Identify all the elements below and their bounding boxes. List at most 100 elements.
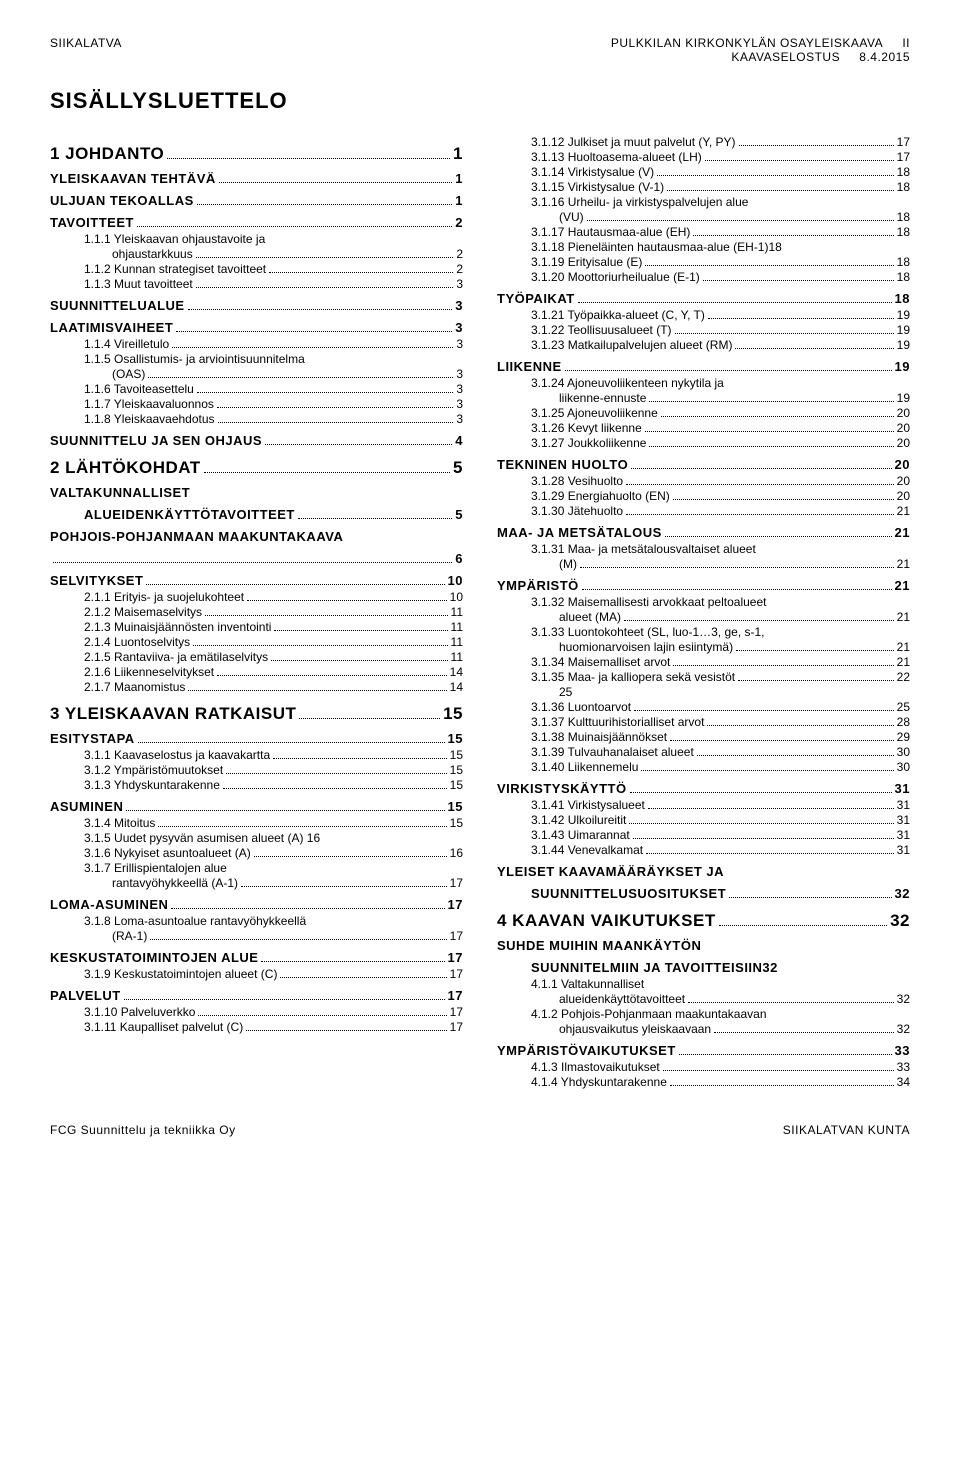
toc-entry: 3.1.2 Ympäristömuutokset15 bbox=[50, 763, 463, 777]
toc-entry: 3 YLEISKAAVAN RATKAISUT15 bbox=[50, 704, 463, 724]
toc-label: 1.1.4 Vireilletulo bbox=[84, 337, 169, 351]
toc-entry: ASUMINEN15 bbox=[50, 799, 463, 814]
toc-entry: SUUNNITTELUSUOSITUKSET32 bbox=[497, 886, 910, 901]
toc-entry: 4.1.2 Pohjois-Pohjanmaan maakuntakaavan bbox=[497, 1007, 910, 1021]
toc-entry: KESKUSTATOIMINTOJEN ALUE17 bbox=[50, 950, 463, 965]
toc-entry: rantavyöhykkeellä (A-1)17 bbox=[50, 876, 463, 890]
toc-leader bbox=[649, 401, 893, 402]
toc-page: 28 bbox=[897, 715, 910, 729]
toc-page: 10 bbox=[448, 573, 463, 588]
toc-leader bbox=[241, 886, 447, 887]
toc-label: 3.1.16 Urheilu- ja virkistyspalvelujen a… bbox=[531, 195, 748, 209]
toc-leader bbox=[188, 309, 453, 310]
toc-label: 4.1.3 Ilmastovaikutukset bbox=[531, 1060, 660, 1074]
toc-page: 17 bbox=[450, 1020, 463, 1034]
toc-page: 17 bbox=[897, 150, 910, 164]
toc-entry: 3.1.8 Loma-asuntoalue rantavyöhykkeellä bbox=[50, 914, 463, 928]
toc-page: 18 bbox=[897, 270, 910, 284]
toc-label: 3.1.29 Energiahuolto (EN) bbox=[531, 489, 670, 503]
toc-label: 3.1.35 Maa- ja kalliopera sekä vesistöt bbox=[531, 670, 735, 684]
toc-label: 2.1.3 Muinaisjäännösten inventointi bbox=[84, 620, 271, 634]
toc-leader bbox=[667, 190, 893, 191]
toc-page: 29 bbox=[897, 730, 910, 744]
toc-page: 21 bbox=[895, 578, 910, 593]
toc-leader bbox=[663, 1070, 894, 1071]
toc-page: 20 bbox=[897, 436, 910, 450]
toc-page: 19 bbox=[897, 308, 910, 322]
toc-entry: 3.1.39 Tulvauhanalaiset alueet30 bbox=[497, 745, 910, 759]
toc-label: 3.1.8 Loma-asuntoalue rantavyöhykkeellä bbox=[84, 914, 306, 928]
header-left: SIIKALATVA bbox=[50, 36, 122, 64]
toc-leader bbox=[126, 810, 444, 811]
toc-entry: 1.1.5 Osallistumis- ja arviointisuunnite… bbox=[50, 352, 463, 366]
toc-label: 3.1.44 Venevalkamat bbox=[531, 843, 643, 857]
toc-label: 1.1.2 Kunnan strategiset tavoitteet bbox=[84, 262, 266, 276]
toc-label: 3.1.37 Kulttuurihistorialliset arvot bbox=[531, 715, 704, 729]
toc-page: 19 bbox=[897, 323, 910, 337]
toc-label: 1.1.6 Tavoiteasettelu bbox=[84, 382, 194, 396]
toc-label: 3.1.20 Moottoriurheilualue (E-1) bbox=[531, 270, 700, 284]
toc-label: 3.1.24 Ajoneuvoliikenteen nykytila ja bbox=[531, 376, 724, 390]
toc-entry: 4.1.3 Ilmastovaikutukset33 bbox=[497, 1060, 910, 1074]
toc-leader bbox=[679, 1054, 892, 1055]
toc-entry: 3.1.11 Kaupalliset palvelut (C)17 bbox=[50, 1020, 463, 1034]
toc-leader bbox=[633, 838, 894, 839]
toc-page: 18 bbox=[897, 180, 910, 194]
toc-entry: 1.1.1 Yleiskaavan ohjaustavoite ja bbox=[50, 232, 463, 246]
toc-leader bbox=[708, 318, 894, 319]
toc-leader bbox=[582, 589, 892, 590]
toc-label: 25 bbox=[559, 685, 572, 699]
toc-entry: TEKNINEN HUOLTO20 bbox=[497, 457, 910, 472]
toc-entry: 3.1.42 Ulkoilureitit31 bbox=[497, 813, 910, 827]
toc-entry: 3.1.17 Hautausmaa-alue (EH)18 bbox=[497, 225, 910, 239]
toc-page: 20 bbox=[897, 489, 910, 503]
toc-leader bbox=[738, 680, 894, 681]
toc-entry: 3.1.3 Yhdyskuntarakenne15 bbox=[50, 778, 463, 792]
toc-leader bbox=[735, 348, 893, 349]
toc-leader bbox=[197, 204, 452, 205]
header-r1: PULKKILAN KIRKONKYLÄN OSAYLEISKAAVA bbox=[611, 36, 883, 50]
toc-label: rantavyöhykkeellä (A-1) bbox=[112, 876, 238, 890]
toc-page: 1 bbox=[453, 144, 463, 164]
toc-label: 2 LÄHTÖKOHDAT bbox=[50, 458, 201, 478]
toc-leader bbox=[630, 792, 892, 793]
toc-entry: MAA- JA METSÄTALOUS21 bbox=[497, 525, 910, 540]
toc-entry: 1.1.6 Tavoiteasettelu3 bbox=[50, 382, 463, 396]
toc-entry: 3.1.6 Nykyiset asuntoalueet (A)16 bbox=[50, 846, 463, 860]
toc-leader bbox=[649, 446, 893, 447]
toc-entry: 3.1.28 Vesihuolto20 bbox=[497, 474, 910, 488]
toc-label: TEKNINEN HUOLTO bbox=[497, 457, 628, 472]
toc-page: 17 bbox=[448, 897, 463, 912]
toc-label: 3.1.23 Matkailupalvelujen alueet (RM) bbox=[531, 338, 732, 352]
toc-label: 3.1.1 Kaavaselostus ja kaavakartta bbox=[84, 748, 270, 762]
toc-leader bbox=[707, 725, 893, 726]
toc-entry: 3.1.23 Matkailupalvelujen alueet (RM) 19 bbox=[497, 338, 910, 352]
toc-page: 19 bbox=[897, 338, 910, 352]
toc-page: 2 bbox=[455, 215, 463, 230]
page-header: SIIKALATVA PULKKILAN KIRKONKYLÄN OSAYLEI… bbox=[50, 36, 910, 64]
toc-entry: 2.1.4 Luontoselvitys11 bbox=[50, 635, 463, 649]
toc-leader bbox=[167, 158, 450, 159]
toc-entry: 3.1.41 Virkistysalueet31 bbox=[497, 798, 910, 812]
toc-page: 34 bbox=[897, 1075, 910, 1089]
toc-page: 32 bbox=[890, 911, 910, 931]
toc-label: 3.1.4 Mitoitus bbox=[84, 816, 155, 830]
toc-label: (OAS) bbox=[112, 367, 145, 381]
toc-page: 15 bbox=[448, 731, 463, 746]
toc-label: VALTAKUNNALLISET bbox=[50, 485, 190, 500]
toc-leader bbox=[137, 226, 452, 227]
toc-page: 3 bbox=[456, 367, 463, 381]
toc-entry: 3.1.26 Kevyt liikenne20 bbox=[497, 421, 910, 435]
toc-entry: 3.1.1 Kaavaselostus ja kaavakartta15 bbox=[50, 748, 463, 762]
toc-entry: YLEISET KAAVAMÄÄRÄYKSET JA bbox=[497, 864, 910, 879]
toc-entry: LIIKENNE19 bbox=[497, 359, 910, 374]
toc-entry: 3.1.25 Ajoneuvoliikenne20 bbox=[497, 406, 910, 420]
toc-page: 10 bbox=[450, 590, 463, 604]
toc-entry: TYÖPAIKAT18 bbox=[497, 291, 910, 306]
toc-label: YLEISKAAVAN TEHTÄVÄ bbox=[50, 171, 216, 186]
toc-label: (RA-1) bbox=[112, 929, 147, 943]
toc-page: 20 bbox=[897, 474, 910, 488]
toc-label: ohjausvaikutus yleiskaavaan bbox=[559, 1022, 711, 1036]
toc-page: 32 bbox=[897, 992, 910, 1006]
toc-label: SUUNNITTELUSUOSITUKSET bbox=[531, 886, 726, 901]
